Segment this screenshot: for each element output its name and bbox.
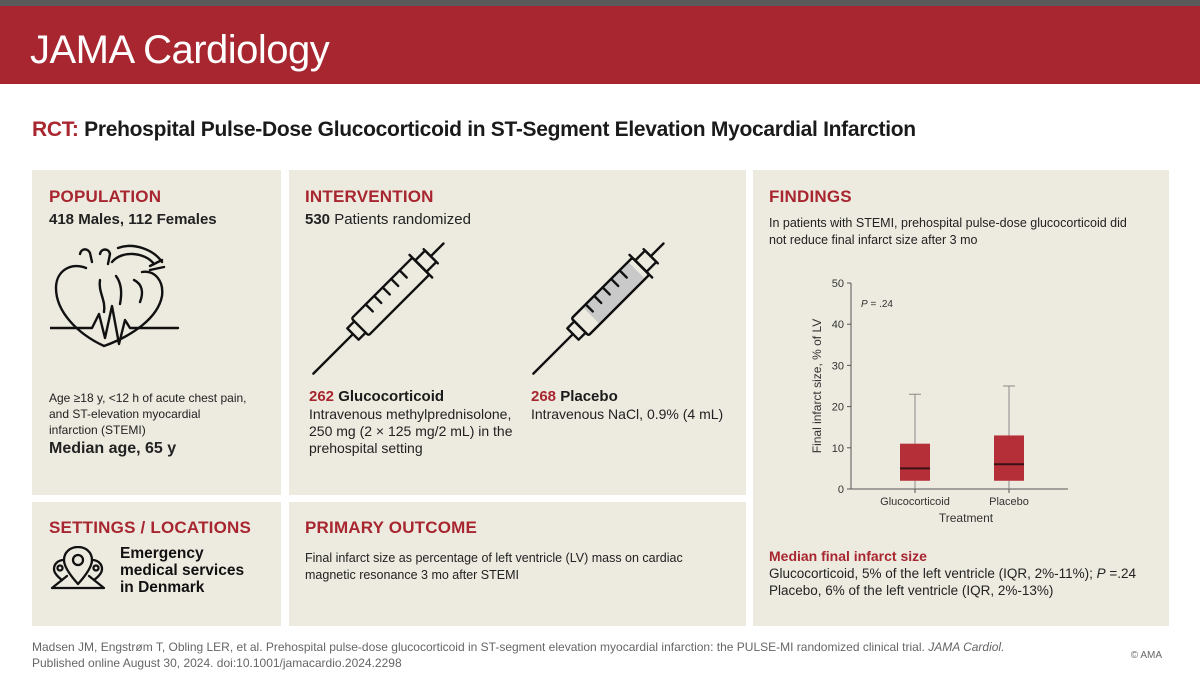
syringe-icon [532, 242, 665, 375]
population-panel: POPULATION 418 Males, 112 Females Age ≥1… [32, 170, 281, 495]
y-tick-label: 20 [832, 402, 844, 414]
intervention-heading: INTERVENTION [305, 187, 434, 206]
arm1-name: Glucocorticoid [338, 388, 445, 405]
arm2-desc-line: Intravenous NaCl, 0.9% (4 mL) [531, 406, 724, 422]
title-text: Prehospital Pulse-Dose Glucocorticoid in… [84, 118, 916, 141]
arm2-description: Intravenous NaCl, 0.9% (4 mL) [531, 406, 741, 423]
arm1-desc-line: 250 mg (2 × 125 mg/2 mL) in the [309, 423, 513, 439]
outcome-text: Final infarct size as percentage of left… [305, 550, 683, 584]
p-value: = .24 [868, 299, 894, 310]
result1-p-label: P [1096, 566, 1106, 581]
arm2-name: Placebo [560, 388, 618, 405]
arm2-n: 268 [531, 388, 557, 405]
x-tick-label: Placebo [989, 496, 1029, 508]
population-counts: 418 Males, 112 Females [49, 211, 217, 228]
outcome-line: Final infarct size as percentage of left… [305, 551, 683, 565]
criteria-line: infarction (STEMI) [49, 423, 146, 437]
infarct-size-boxplot: 0 10 20 30 40 50 Glucocorticoid Placebo Final i… [810, 278, 1068, 525]
arm2-title: 268 Placebo [531, 388, 741, 406]
population-heading: POPULATION [49, 187, 162, 206]
arm1-title: 262 Glucocorticoid [309, 388, 539, 406]
findings-panel: FINDINGS In patients with STEMI, prehosp… [753, 170, 1169, 626]
settings-text: Emergency medical services in Denmark [120, 545, 244, 596]
location-pin-icon [50, 546, 106, 590]
y-tick-label: 40 [832, 319, 844, 331]
arm1-desc-line: Intravenous methylprednisolone, [309, 406, 512, 422]
settings-line: Emergency [120, 545, 204, 562]
copyright: © AMA [1130, 650, 1162, 661]
settings-line: medical services [120, 562, 245, 579]
randomized-n: 530 [305, 211, 331, 228]
settings-heading: SETTINGS / LOCATIONS [49, 518, 252, 537]
findings-line: not reduce final infarct size after 3 mo [769, 233, 978, 247]
findings-line: In patients with STEMI, prehospital puls… [769, 216, 1127, 230]
randomized-label: Patients randomized [334, 211, 471, 228]
journal-name: JAMA Cardiology [30, 28, 330, 72]
findings-summary: In patients with STEMI, prehospital puls… [769, 215, 1127, 249]
citation-line-2: Published online August 30, 2024. doi:10… [32, 656, 402, 670]
glucocorticoid-arm: 262 Glucocorticoid Intravenous methylpre… [309, 388, 539, 457]
placebo-arm: 268 Placebo Intravenous NaCl, 0.9% (4 mL… [531, 388, 741, 423]
result-glucocorticoid: Glucocorticoid, 5% of the left ventricle… [769, 565, 1136, 582]
y-axis-label: Final infarct size, % of LV [810, 319, 824, 454]
syringe-icon [312, 242, 445, 375]
y-tick-label: 0 [838, 484, 844, 496]
title-prefix: RCT: [32, 118, 79, 141]
iqr-box [900, 443, 930, 481]
citation-line-1: Madsen JM, Engstrøm T, Obling LER, et al… [32, 639, 1004, 655]
result1-p-value: =.24 [1105, 566, 1137, 581]
outcome-panel: PRIMARY OUTCOME Final infarct size as pe… [289, 502, 746, 626]
outcome-line: magnetic resonance 3 mo after STEMI [305, 568, 519, 582]
result-placebo: Placebo, 6% of the left ventricle (IQR, … [769, 583, 1054, 598]
p-value-annotation: P = .24 [861, 299, 893, 310]
median-heading: Median final infarct size [769, 548, 927, 564]
journal-banner: JAMA Cardiology [0, 6, 1200, 84]
result1-text: Glucocorticoid, 5% of the left ventricle… [769, 566, 1093, 581]
citation-journal: JAMA Cardiol. [928, 640, 1005, 654]
arm1-n: 262 [309, 388, 335, 405]
heart-ecg-icon [50, 244, 180, 348]
arm1-description: Intravenous methylprednisolone, 250 mg (… [309, 406, 539, 457]
y-tick-label: 30 [832, 360, 844, 372]
y-tick-label: 50 [832, 278, 844, 290]
citation-text: Madsen JM, Engstrøm T, Obling LER, et al… [32, 640, 929, 654]
settings-panel: SETTINGS / LOCATIONS Emergency medical s… [32, 502, 281, 626]
arm1-desc-line: prehospital setting [309, 440, 423, 456]
findings-heading: FINDINGS [769, 187, 852, 206]
y-tick-label: 10 [832, 443, 844, 455]
top-rule [0, 0, 1200, 6]
page-title: RCT: Prehospital Pulse-Dose Glucocortico… [32, 118, 916, 142]
intervention-panel: INTERVENTION 530 Patients randomized [289, 170, 746, 495]
iqr-box [994, 435, 1024, 481]
population-criteria: Age ≥18 y, <12 h of acute chest pain, an… [49, 390, 247, 438]
settings-line: in Denmark [120, 579, 205, 596]
findings-results: Glucocorticoid, 5% of the left ventricle… [769, 565, 1136, 599]
outcome-heading: PRIMARY OUTCOME [305, 518, 478, 537]
citation: Madsen JM, Engstrøm T, Obling LER, et al… [32, 639, 1004, 671]
criteria-line: Age ≥18 y, <12 h of acute chest pain, [49, 391, 247, 405]
randomized-count: 530 Patients randomized [305, 211, 471, 229]
x-axis-label: Treatment [939, 511, 994, 525]
p-label: P [861, 299, 868, 310]
x-tick-label: Glucocorticoid [880, 496, 950, 508]
criteria-line: and ST-elevation myocardial [49, 407, 201, 421]
median-age: Median age, 65 y [49, 440, 177, 457]
